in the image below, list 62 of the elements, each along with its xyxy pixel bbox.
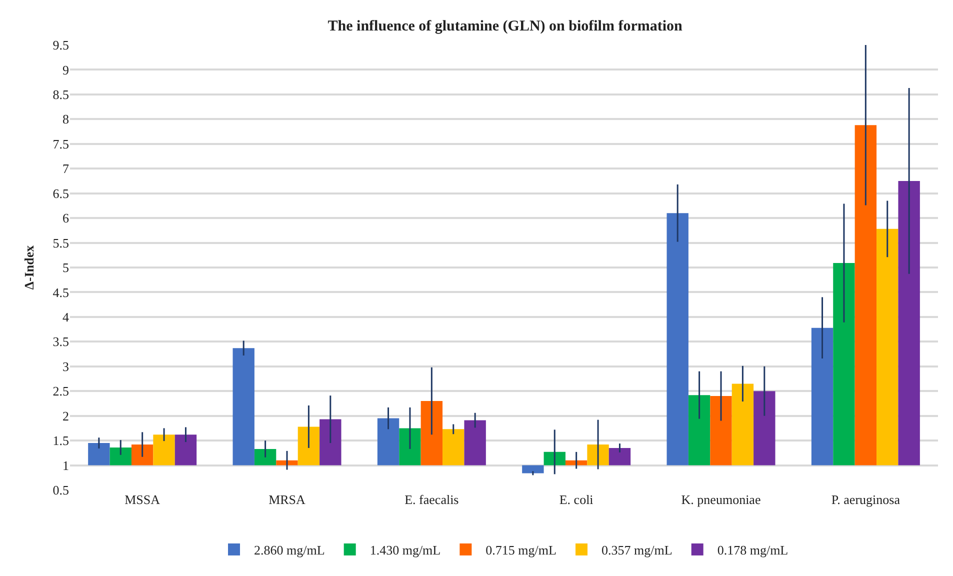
bar [298, 426, 320, 466]
y-tick-label: 1.5 [52, 433, 69, 448]
y-tick-label: 3 [62, 358, 69, 374]
y-tick-label: 4 [62, 309, 70, 324]
y-tick-label: 5 [62, 260, 69, 276]
bar [876, 228, 898, 466]
y-tick-label: 0.5 [52, 482, 69, 498]
bar [153, 434, 175, 466]
y-tick-label: 2.5 [52, 384, 69, 399]
bar [420, 401, 443, 466]
y-tick-label: 9 [62, 62, 69, 78]
bar [88, 443, 110, 466]
y-tick-label: 7.5 [52, 136, 69, 152]
x-tick-label: K. pneumoniae [681, 492, 761, 507]
bar [587, 444, 609, 466]
bar [688, 395, 710, 466]
bar [232, 348, 254, 466]
x-tick-label: E. faecalis [404, 492, 459, 507]
y-tick-label: 9.5 [52, 38, 69, 53]
y-tick-label: 8.5 [52, 86, 69, 102]
bar [811, 328, 834, 466]
bar [522, 465, 544, 474]
legend-label: 0.178 mg/mL [717, 542, 788, 558]
legend-label: 2.860 mg/mL [254, 542, 325, 558]
bar [464, 420, 486, 466]
bar [732, 384, 754, 466]
y-tick-label: 6 [62, 210, 70, 226]
x-tick-label: MSSA [124, 492, 161, 507]
legend-label: 1.430 mg/mL [370, 542, 441, 558]
bar [110, 447, 132, 466]
bar [854, 125, 877, 466]
y-tick-label: 4.5 [52, 284, 69, 300]
bar [710, 396, 732, 466]
bar [565, 460, 588, 466]
legend-label: 0.357 mg/mL [602, 542, 672, 558]
bar [666, 213, 688, 466]
chart-title: The influence of glutamine (GLN) on biofilm formation [328, 18, 684, 35]
bar [254, 448, 276, 466]
bar [131, 444, 154, 466]
bar [544, 452, 566, 466]
y-tick-label: 8 [62, 112, 69, 127]
bar [174, 434, 197, 466]
legend-label: 0.715 mg/mL [486, 542, 557, 558]
bar [833, 263, 855, 466]
bar [320, 419, 342, 466]
y-tick-label: 7 [62, 161, 70, 176]
y-tick-label: 5.5 [52, 235, 69, 250]
bar [608, 448, 631, 466]
bar [442, 429, 464, 466]
x-tick-label: P. aeruginosa [831, 492, 900, 507]
y-tick-label: 1 [62, 458, 69, 473]
bar [898, 180, 920, 466]
x-tick-label: MRSA [268, 492, 306, 507]
x-tick-label: E. coli [559, 492, 594, 507]
y-tick-label: 2 [62, 408, 69, 424]
y-axis-title: Δ-Index [22, 244, 37, 290]
bar [276, 460, 298, 466]
y-tick-label: 6.5 [52, 186, 69, 201]
bar [377, 418, 400, 466]
bar [399, 428, 421, 466]
bar [754, 391, 776, 466]
y-tick-label: 3.5 [52, 334, 69, 350]
